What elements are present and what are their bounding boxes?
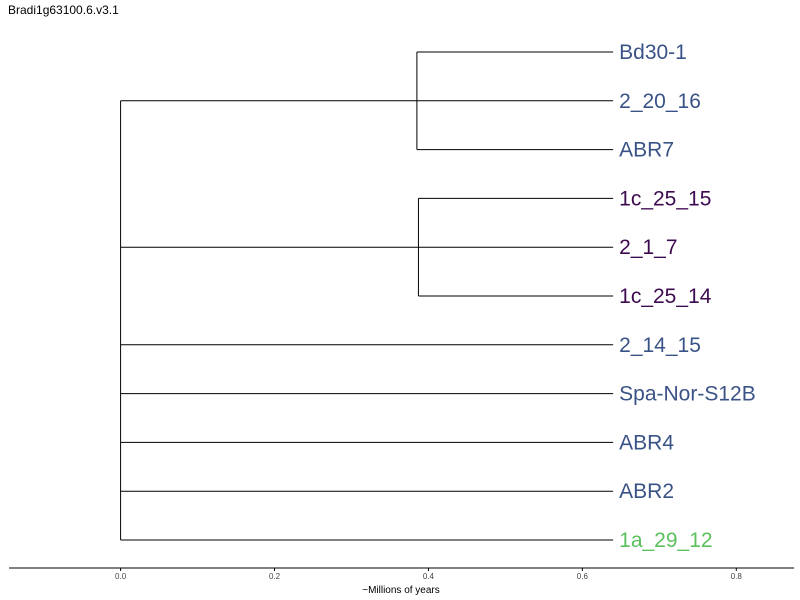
tree-title: Bradi1g63100.6.v3.1: [8, 3, 119, 17]
tick-label: 0.4: [423, 572, 435, 581]
tick-label: 0.8: [731, 572, 743, 581]
time-axis: 0.0 0.2 0.4 0.6 0.8 ~Millions of years: [9, 567, 794, 596]
leaf-label: ABR7: [619, 139, 674, 162]
tick-label: 0.0: [115, 572, 127, 581]
leaf-label: Bd30-1: [619, 41, 687, 64]
tick-label: 0.2: [269, 572, 281, 581]
leaf-label: 1c_25_14: [619, 285, 712, 308]
axis-ticks: 0.0 0.2 0.4 0.6 0.8: [115, 568, 742, 581]
leaf-label: ABR4: [619, 431, 674, 454]
axis-label: ~Millions of years: [362, 585, 440, 596]
leaf-label: 1a_29_12: [619, 529, 712, 552]
leaf-label: 2_1_7: [619, 236, 677, 259]
tree-branches: [120, 51, 614, 541]
tick-label: 0.6: [577, 572, 589, 581]
leaf-label: Spa-Nor-S12B: [619, 383, 756, 406]
leaf-label: ABR2: [619, 480, 674, 503]
leaf-label: 2_20_16: [619, 90, 701, 113]
leaf-labels: Bd30-1 2_20_16 ABR7 1c_25_15 2_1_7 1c_25_14 2_…: [619, 41, 756, 552]
leaf-label: 2_14_15: [619, 334, 701, 357]
leaf-label: 1c_25_15: [619, 187, 711, 210]
